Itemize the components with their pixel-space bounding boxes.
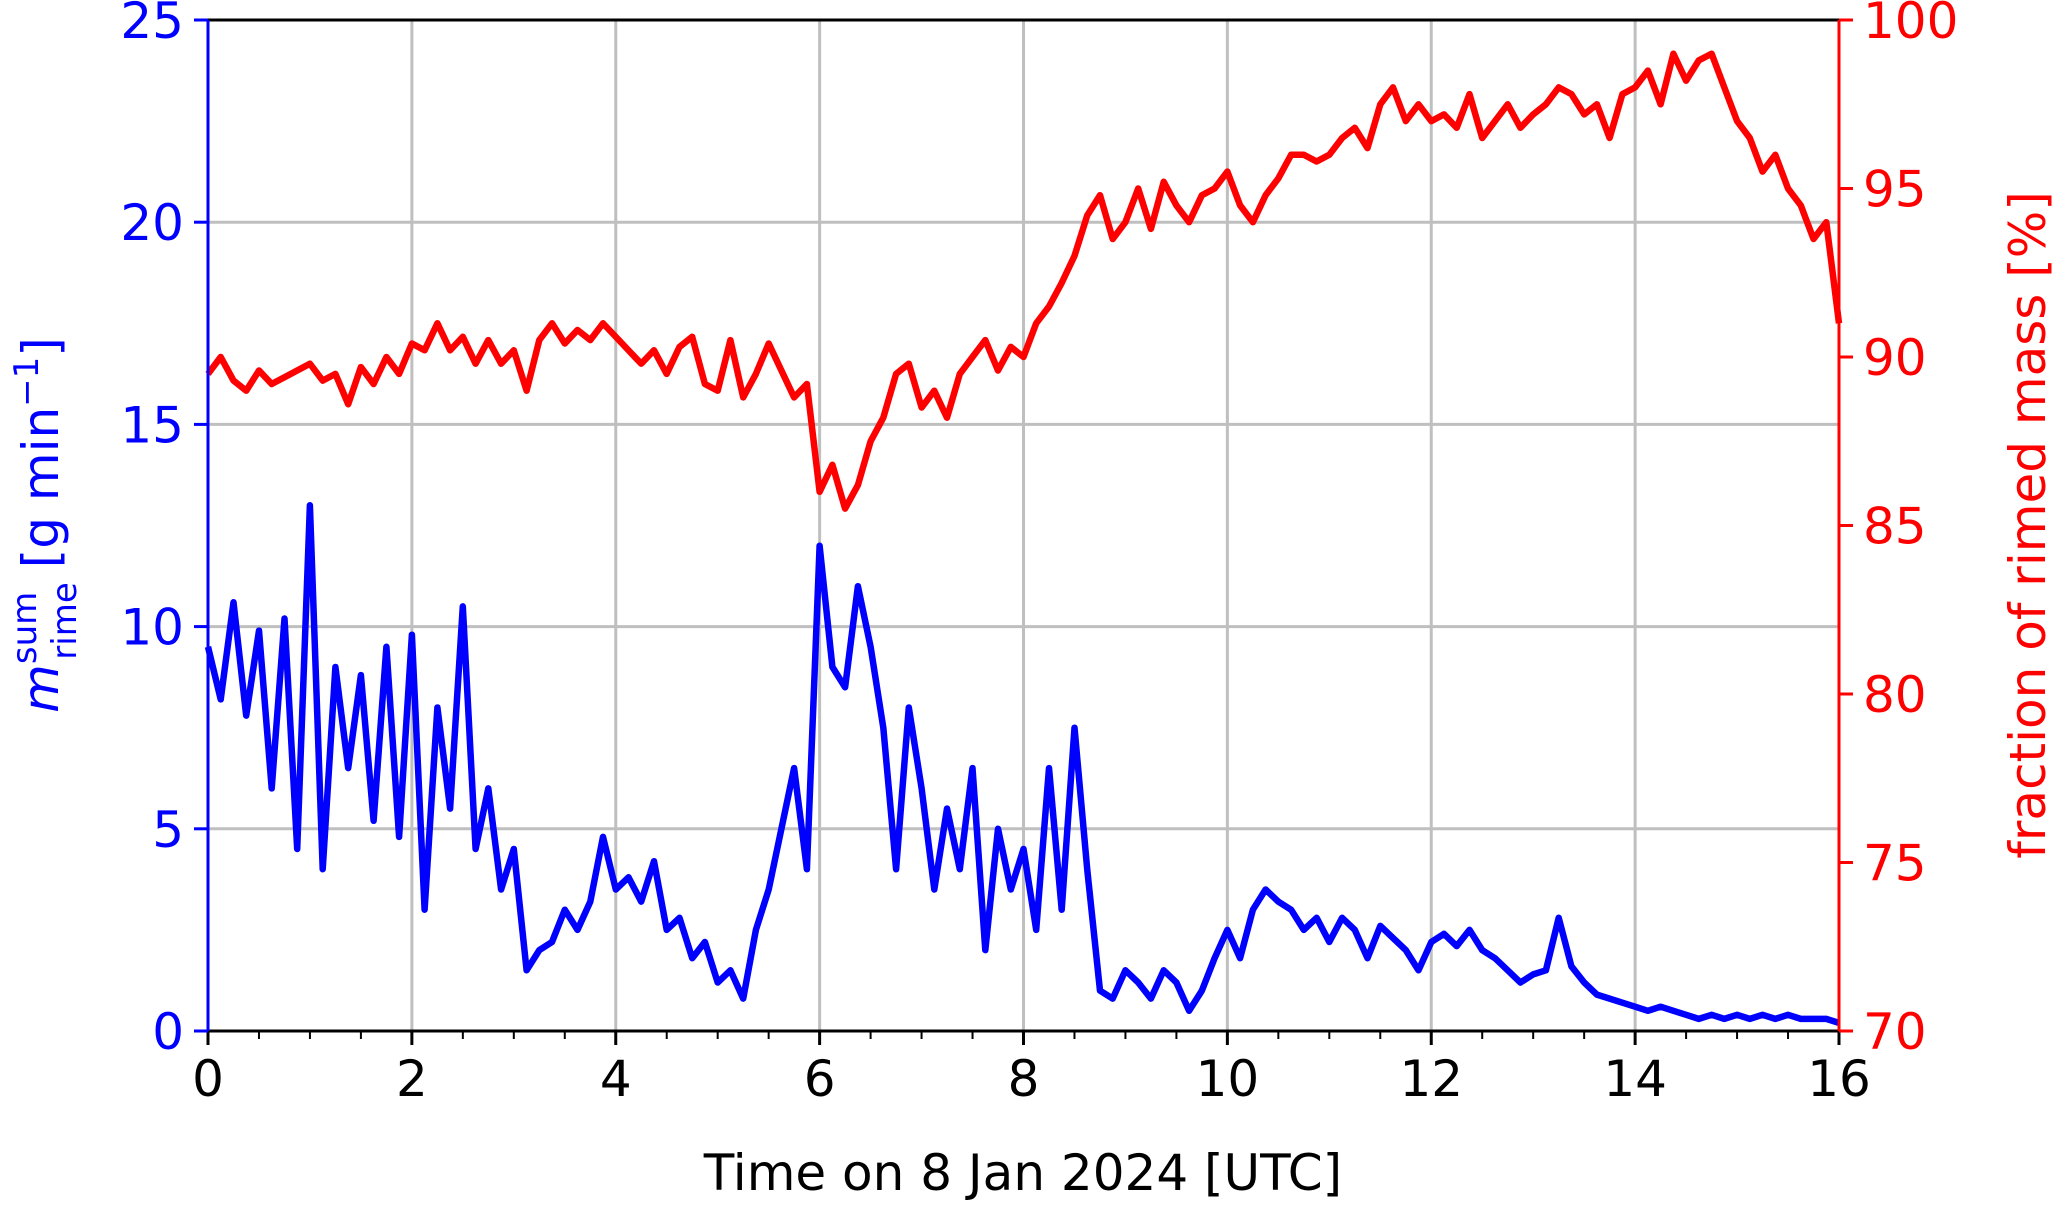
y-tick-label: 10 (120, 599, 184, 657)
series-line (204, 502, 1840, 1026)
y2-tick-label: 80 (1863, 666, 1927, 724)
y-label-symbol: m (12, 664, 70, 713)
y2-axis-label: fraction of rimed mass [%] (1999, 191, 2057, 858)
series-line (205, 50, 1843, 512)
y-tick-label: 25 (120, 0, 184, 50)
y-label-unit: [g min (12, 407, 70, 568)
y-label-sup: sum (5, 592, 45, 664)
y2-tick-label: 70 (1863, 1003, 1927, 1061)
x-tick-label: 12 (1399, 1050, 1463, 1108)
y2-tick-label: 100 (1863, 0, 1958, 50)
y-tick-label: 5 (152, 801, 184, 859)
x-tick-label: 16 (1807, 1050, 1871, 1108)
x-tick-label: 4 (600, 1050, 632, 1108)
x-tick-label: 2 (396, 1050, 428, 1108)
y-axis-label: msumrime [g min−1] (5, 337, 85, 713)
x-tick-label: 6 (804, 1050, 836, 1108)
y-tick-label: 20 (120, 194, 184, 252)
x-tick-label: 10 (1196, 1050, 1260, 1108)
y-tick-label: 0 (152, 1003, 184, 1061)
x-tick-label: 8 (1008, 1050, 1040, 1108)
x-axis-label: Time on 8 Jan 2024 [UTC] (703, 1144, 1342, 1202)
y2-tick-label: 75 (1863, 835, 1927, 893)
x-tick-label: 14 (1603, 1050, 1667, 1108)
y2-tick-label: 95 (1863, 161, 1927, 219)
x-tick-label: 0 (192, 1050, 224, 1108)
y2-tick-label: 85 (1863, 498, 1927, 556)
y-tick-label: 15 (120, 396, 184, 454)
y-label-sub: rime (45, 582, 85, 659)
y2-tick-label: 90 (1863, 329, 1927, 387)
y-label-unit-sup: −1 (7, 357, 47, 407)
y-label-unit-close: ] (12, 337, 70, 357)
